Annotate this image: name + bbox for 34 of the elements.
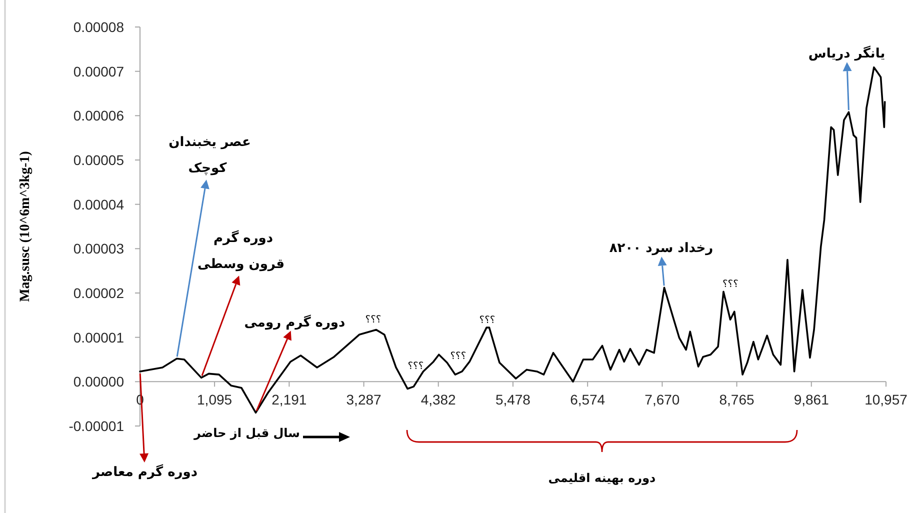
y-tick-label: 0.00007	[73, 63, 124, 80]
y-tick-label: 0.00003	[73, 240, 124, 257]
y-tick-label: 0.00004	[73, 196, 124, 212]
annotation: ؟؟؟	[450, 351, 466, 362]
x-tick-label: 5,478	[495, 392, 531, 408]
annotation: یانگر دریاس	[808, 46, 886, 62]
y-axis-title: Mag.susc (10^6m^3kg-1)	[18, 150, 33, 302]
annotation: ؟؟؟	[479, 315, 496, 326]
x-tick-label: 10,957	[864, 392, 908, 408]
y-tick-label: 0.00001	[73, 329, 124, 346]
x-tick-label: 9,861	[794, 392, 830, 408]
annotation: ؟؟؟	[722, 279, 738, 290]
text: دوره بهینه اقلیمی	[548, 471, 656, 485]
y-tick-label: 0.00000	[73, 374, 124, 390]
y-tick-label: 0.00002	[73, 285, 124, 301]
annotation: ؟؟؟	[365, 314, 382, 326]
x-tick-label: 3,287	[346, 392, 382, 408]
y-tick-label: -0.00001	[68, 418, 124, 434]
x-tick-label: 6,574	[570, 392, 606, 408]
x-tick-label: 2,191	[272, 392, 307, 408]
y-tick-label: 0.00005	[73, 152, 124, 168]
annotation: دوره گرم رومی	[244, 314, 346, 330]
annotation: عصر یخبندان کوچک	[168, 135, 251, 176]
y-tick-label: 0.00008	[73, 19, 124, 35]
annotation: ؟؟؟	[408, 361, 424, 372]
x-tick-label: 1,095	[197, 392, 232, 408]
y-tick-label: 0.00006	[73, 108, 124, 124]
x-tick-label: 7,670	[644, 392, 680, 408]
annotation: رخداد سرد ۸۲۰۰	[609, 241, 714, 256]
x-axis-title: سال قبل از حاضر	[193, 426, 300, 440]
x-tick-label: 4,382	[420, 392, 456, 408]
annotation: دوره گرم قرون وسطی	[198, 230, 290, 272]
annotation: دوره گرم معاصر	[91, 464, 198, 480]
x-tick-label: 8,765	[719, 392, 754, 408]
